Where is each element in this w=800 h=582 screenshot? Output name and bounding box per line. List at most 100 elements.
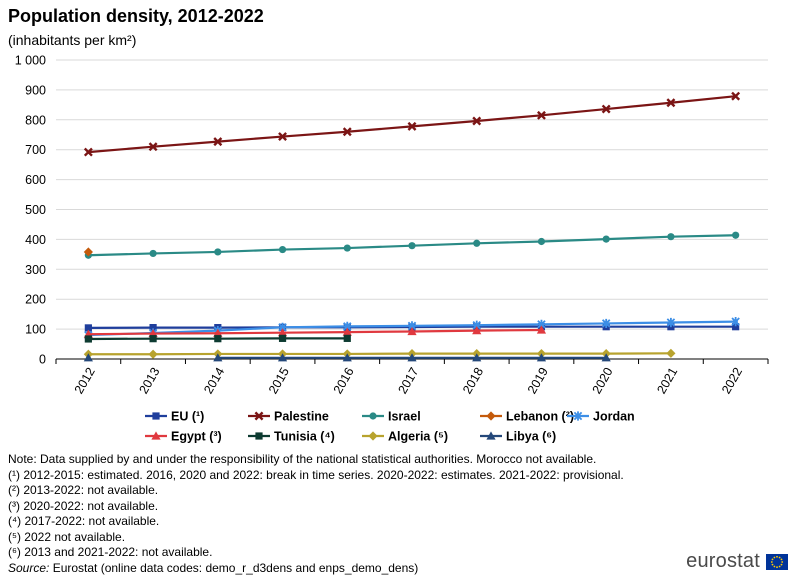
y-tick-label: 1 000 <box>15 54 46 68</box>
y-tick-label: 300 <box>25 263 46 277</box>
legend-marker <box>369 412 377 420</box>
legend-label: EU (¹) <box>171 410 204 424</box>
x-tick-label: 2013 <box>137 365 163 396</box>
series-2-point <box>408 242 416 250</box>
series-2-point <box>667 233 675 241</box>
legend-label: Israel <box>388 410 421 424</box>
x-tick-label: 2012 <box>72 365 98 396</box>
series-5-point <box>536 325 547 334</box>
legend-label: Libya (⁶) <box>506 430 556 444</box>
legend-label: Palestine <box>274 410 329 424</box>
series-1-point <box>731 91 741 101</box>
series-2-point <box>278 245 287 254</box>
marker-core <box>733 319 738 324</box>
x-tick-label: 2017 <box>395 365 421 396</box>
legend-marker <box>573 411 583 421</box>
logo-text: eurostat <box>686 550 760 572</box>
marker-core <box>668 320 674 325</box>
chart-subtitle: (inhabitants per km²) <box>8 32 137 48</box>
series-6-point <box>214 335 222 343</box>
source-label: Source: <box>8 560 50 575</box>
note-line: (⁵) 2022 not available. <box>8 529 126 544</box>
x-tick-label: 2019 <box>525 365 551 396</box>
y-tick-label: 100 <box>25 323 46 337</box>
series-1-point <box>342 127 352 137</box>
y-tick-label: 800 <box>25 113 46 127</box>
series-2-point <box>343 244 351 252</box>
flag-star <box>780 558 783 560</box>
series-3-point <box>83 247 93 257</box>
legend-label: Egypt (³) <box>171 430 222 444</box>
series-1-point <box>472 116 482 126</box>
series-1-point <box>537 110 546 120</box>
series-1-point <box>83 147 93 157</box>
series-8-point <box>213 353 223 362</box>
series-6-point <box>278 334 287 342</box>
series-5-point <box>342 327 352 336</box>
series-5-point <box>277 328 288 337</box>
legend-marker <box>486 411 496 421</box>
note-line: (¹) 2012-2015: estimated. 2016, 2020 and… <box>8 467 624 482</box>
flag-star <box>781 560 784 563</box>
y-tick-label: 400 <box>25 233 46 247</box>
series-0-point <box>732 323 740 331</box>
series-0-point <box>149 324 157 332</box>
line-chart: 0 100 200 300 400 500 600 700 800 900 1 000 2012 201… <box>15 54 769 444</box>
series-4-point <box>278 322 287 332</box>
note-line: (⁶) 2013 and 2021-2022: not available. <box>8 545 213 559</box>
legend-marker <box>368 431 378 441</box>
series-4-point <box>666 317 676 328</box>
series-1-point <box>407 121 417 131</box>
legend-label: Algeria (⁵) <box>388 430 448 444</box>
marker-core <box>539 322 544 327</box>
legend-marker <box>151 431 161 440</box>
series-2-point <box>214 248 222 256</box>
series-2-point <box>732 231 740 239</box>
marker-core <box>345 324 350 329</box>
flag-star <box>778 565 781 567</box>
y-tick-label: 0 <box>39 353 46 367</box>
series-1-point <box>666 98 676 108</box>
eurostat-logo: eurostat <box>686 550 788 573</box>
legend-marker <box>486 431 496 440</box>
flag-star <box>771 563 774 565</box>
series-2-point <box>473 239 481 247</box>
series-7-line <box>88 352 671 356</box>
series-0-point <box>84 324 92 332</box>
source-line: Source: Eurostat (online data codes: dem… <box>8 561 624 577</box>
series-1-line <box>88 95 736 154</box>
flag-star <box>773 556 776 558</box>
series-7-point <box>666 348 676 358</box>
series-8-point <box>536 353 547 362</box>
note-line: (³) 2020-2022: not available. <box>8 498 159 513</box>
series-8-point <box>277 353 288 362</box>
series-2-point <box>537 237 546 246</box>
note-line: (⁴) 2017-2022: not available. <box>8 514 160 528</box>
flag-star <box>778 556 781 558</box>
legend-label: Tunisia (⁴) <box>274 430 335 444</box>
series-4-point <box>601 318 611 329</box>
legend-marker <box>255 432 263 440</box>
x-tick-label: 2018 <box>460 365 486 396</box>
series-8-point <box>342 353 352 362</box>
series-7-point <box>148 349 158 359</box>
x-tick-label: 2022 <box>719 365 745 396</box>
series-1-point <box>213 137 223 147</box>
series-4-point <box>731 317 740 327</box>
x-tick-label: 2016 <box>331 365 357 396</box>
flag-star <box>776 565 778 568</box>
legend-marker <box>152 412 160 420</box>
source-text: Eurostat (online data codes: demo_r_d3de… <box>49 560 419 575</box>
series-5-point <box>213 328 223 337</box>
x-tick-label: 2015 <box>266 365 292 396</box>
flag-background <box>766 553 788 570</box>
chart-title: Population density, 2012-2022 <box>8 6 264 26</box>
series-2-point <box>149 249 157 258</box>
flag-star <box>771 558 774 560</box>
series-6-point <box>343 334 351 342</box>
y-tick-label: 200 <box>25 293 46 307</box>
legend-label: Jordan <box>593 410 635 424</box>
series-8-point <box>407 353 417 362</box>
y-tick-label: 600 <box>25 173 46 187</box>
series-1-point <box>278 132 287 141</box>
